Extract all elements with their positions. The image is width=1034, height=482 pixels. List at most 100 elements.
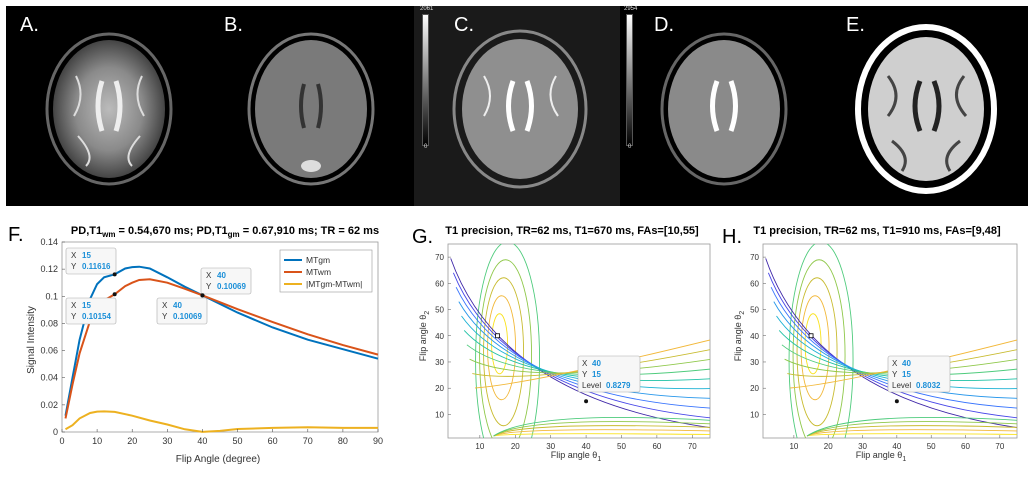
chart-g-xlabel: Flip angle θ1: [551, 450, 602, 463]
datatip-box: [887, 355, 951, 393]
contour-band-8: [787, 349, 1017, 377]
series-line-2: [64, 410, 378, 433]
y-tick-label: 0.14: [40, 237, 58, 247]
datatip-y_label: Y: [582, 370, 588, 379]
x-tick-label: 90: [373, 436, 383, 446]
colorbar-d-min: 0: [628, 144, 632, 150]
y-tick-label: 20: [750, 384, 759, 393]
panel-e-image: E.: [826, 6, 1028, 206]
panel-label-h: H.: [722, 226, 742, 248]
datatip-level: 0.8279: [606, 381, 631, 390]
colorbar-c-max: 2061: [420, 6, 434, 12]
chart-f-title: PD,T1wm = 0.54,670 ms; PD,T1gm = 0.67,91…: [71, 225, 379, 239]
brain-axial-image-c: [452, 29, 588, 189]
datatip-level: 0.8032: [916, 381, 941, 390]
x-tick-label: 40: [197, 436, 207, 446]
colorbar-d: [626, 14, 633, 146]
panel-label-e: E.: [846, 14, 865, 36]
x-tick-label: 20: [127, 436, 137, 446]
chart-h-title: T1 precision, TR=62 ms, T1=910 ms, FAs=[…: [753, 225, 1001, 237]
x-tick-label: 40: [892, 442, 901, 451]
datatip-x-value-0: 15: [82, 251, 91, 260]
x-tick-label: 0: [59, 436, 64, 446]
datatip-box: [577, 355, 641, 393]
y-tick-label: 0.1: [45, 291, 58, 301]
chart-g-ylabel: Flip angle θ2: [418, 311, 431, 362]
panel-a-image: A.: [6, 6, 208, 206]
datatip-level_label: Level: [582, 381, 601, 390]
optimum-marker: [495, 333, 500, 339]
contour-ring-3: [792, 259, 846, 438]
x-tick-label: 30: [162, 436, 172, 446]
datatip-y_label: Y: [892, 370, 898, 379]
contour-low-3: [493, 421, 710, 437]
datatip-box-1: [65, 297, 117, 325]
datatip-x-value-2: 40: [217, 271, 226, 280]
y-tick-label: 10: [435, 410, 444, 419]
datatip-box-0: [65, 247, 117, 275]
contour-ring-0: [804, 313, 822, 375]
y-tick-label: 50: [750, 306, 759, 315]
contour-lines: [765, 244, 1017, 438]
datatip-y-label-0: Y: [71, 262, 77, 271]
y-tick-label: 20: [435, 384, 444, 393]
chart-h-xlabel: Flip angle θ1: [856, 450, 907, 463]
x-tick-label: 20: [511, 442, 520, 451]
panel-label-d: D.: [654, 14, 674, 36]
x-tick-label: 10: [475, 442, 484, 451]
datatip-point: [894, 399, 899, 404]
contour-low-1: [806, 429, 1017, 437]
datatip-y-label-2: Y: [206, 282, 212, 291]
contour-low-4: [806, 417, 1017, 437]
brain-axial-image-a: [45, 32, 173, 186]
contour-band-9: [474, 339, 710, 389]
y-tick-label: 0.02: [40, 400, 58, 410]
brain-axial-image-d: [660, 32, 788, 186]
y-tick-label: 40: [750, 332, 759, 341]
contour-low-4: [493, 417, 710, 437]
datatip-x: 40: [592, 359, 601, 368]
y-tick-label: 0.08: [40, 318, 58, 328]
y-tick-label: 0: [53, 427, 58, 437]
datatip-y-value-1: 0.10154: [82, 312, 111, 321]
legend-entry-1: MTwm: [306, 267, 331, 277]
datatip-x: 40: [902, 359, 911, 368]
datatip-y: 15: [592, 370, 601, 379]
panel-label-g: G.: [412, 226, 434, 248]
x-tick-label: 80: [338, 436, 348, 446]
panel-label-c: C.: [454, 14, 474, 36]
y-tick-label: 0.04: [40, 373, 58, 383]
datatip-point: [584, 399, 589, 404]
datatip-x-label-0: X: [71, 251, 77, 260]
datatip-x_label: X: [892, 359, 898, 368]
y-tick-label: 50: [435, 306, 444, 315]
contour-band-7: [469, 358, 710, 374]
panel-c-image: 2061 0 C.: [414, 6, 620, 206]
contour-low-3: [806, 421, 1017, 437]
x-tick-label: 40: [582, 442, 591, 451]
contour-ring-0: [491, 313, 509, 375]
y-tick-label: 10: [750, 410, 759, 419]
datatip-y: 15: [902, 370, 911, 379]
contour-ring-1: [487, 295, 517, 401]
datatip-x-value-1: 15: [82, 301, 91, 310]
contour-low-0: [806, 433, 1017, 437]
panel-label-b: B.: [224, 14, 243, 36]
contour-low-0: [493, 433, 710, 437]
y-tick-label: 0.12: [40, 264, 58, 274]
y-tick-label: 0.06: [40, 346, 58, 356]
y-tick-label: 60: [435, 279, 444, 288]
y-tick-label: 40: [435, 332, 444, 341]
y-tick-label: 70: [750, 253, 759, 262]
x-tick-label: 30: [858, 442, 867, 451]
y-tick-label: 30: [750, 358, 759, 367]
datatip-box-3: [156, 297, 208, 325]
datatip-point-3: [200, 293, 205, 298]
contour-ring-1: [800, 295, 830, 401]
datatip-x-label-3: X: [162, 301, 168, 310]
x-tick-label: 30: [546, 442, 555, 451]
datatip-y-value-3: 0.10069: [173, 312, 202, 321]
contour-band-9: [789, 339, 1017, 389]
x-tick-label: 10: [789, 442, 798, 451]
x-tick-label: 70: [995, 442, 1004, 451]
